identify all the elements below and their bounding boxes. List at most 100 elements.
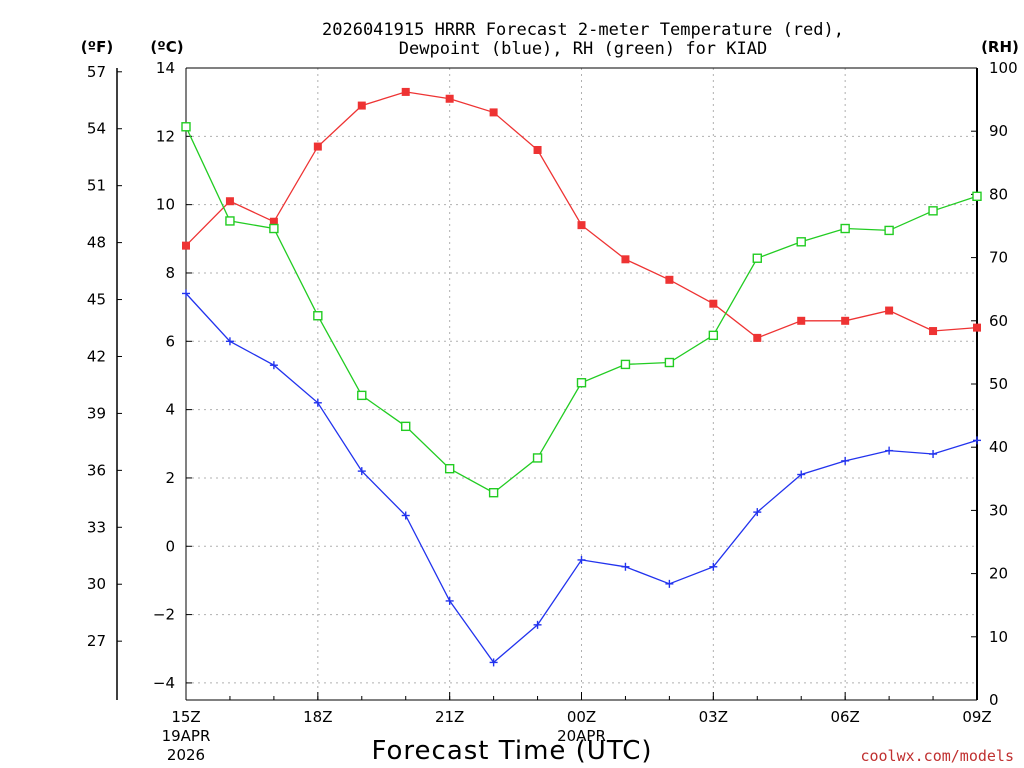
dewpoint-point	[533, 620, 542, 629]
rh-tick-label: 20	[989, 565, 1008, 583]
dewpoint-point	[797, 470, 806, 479]
rh-tick-label: 30	[989, 501, 1008, 519]
data-series	[181, 87, 982, 667]
rh-point	[269, 223, 279, 234]
rh-point	[532, 453, 543, 463]
dewpoint-point	[753, 508, 762, 517]
fahrenheit-tick-label: 48	[87, 234, 106, 252]
fahrenheit-tick-label: 42	[87, 347, 106, 365]
fahrenheit-tick-label: 54	[87, 120, 106, 138]
celsius-tick-label: −4	[153, 674, 175, 692]
x-tick-year: 2026	[167, 746, 205, 764]
dewpoint-point	[885, 446, 894, 455]
celsius-tick-label: 10	[156, 196, 175, 214]
fahrenheit-tick-label: 39	[87, 404, 106, 422]
credit-text: coolwx.com/models	[860, 747, 1014, 765]
rh-point	[225, 216, 235, 226]
rh-point	[928, 206, 938, 216]
rh-point	[840, 223, 850, 234]
fahrenheit-tick-label: 33	[87, 518, 106, 536]
rh-tick-label: 40	[989, 438, 1008, 456]
rh-point	[796, 237, 806, 247]
rh-point	[576, 378, 587, 388]
celsius-tick-label: 6	[165, 332, 175, 350]
x-tick-label: 03Z	[699, 708, 728, 726]
temperature-point	[182, 241, 190, 250]
dewpoint-point	[973, 436, 981, 445]
fahrenheit-unit-label: (ºF)	[81, 38, 113, 56]
x-tick-date: 19APR	[162, 727, 211, 745]
x-tick-label: 15Z	[171, 708, 200, 726]
temperature-point	[665, 275, 674, 284]
rh-tick-label: 80	[989, 185, 1008, 203]
temperature-point	[797, 316, 806, 325]
temperature-point	[577, 221, 586, 230]
rh-point	[664, 357, 675, 368]
dewpoint-point	[621, 562, 630, 571]
dewpoint-point	[841, 456, 850, 465]
x-tick-date: 20APR	[557, 727, 606, 745]
rh-point	[708, 330, 719, 341]
temperature-point	[357, 101, 366, 110]
rh-tick-label: 50	[989, 375, 1008, 393]
temperature-point	[225, 197, 234, 206]
chart-title-line2: Dewpoint (blue), RH (green) for KIAD	[399, 39, 767, 59]
rh-point	[357, 390, 367, 401]
rh-point	[488, 488, 499, 498]
celsius-tick-label: 0	[165, 537, 175, 555]
x-tick-label: 09Z	[962, 708, 991, 726]
dewpoint-point	[401, 511, 410, 520]
dewpoint-point	[269, 361, 278, 370]
temperature-point	[753, 333, 762, 342]
temperature-point	[929, 327, 938, 336]
series-rh	[181, 122, 982, 498]
celsius-tick-label: −2	[153, 606, 175, 624]
rh-point	[401, 421, 411, 432]
dewpoint-point	[182, 289, 190, 298]
celsius-tick-label: 8	[165, 264, 175, 282]
temperature-point	[313, 142, 322, 151]
dewpoint-point	[445, 596, 454, 605]
x-tick-label: 18Z	[303, 708, 332, 726]
temperature-point	[841, 316, 850, 325]
fahrenheit-tick-label: 57	[87, 63, 106, 81]
rh-point	[884, 225, 894, 236]
dewpoint-point	[709, 562, 718, 571]
rh-point	[972, 191, 982, 201]
temperature-point	[709, 299, 718, 308]
rh-tick-label: 90	[989, 122, 1008, 140]
dewpoint-point	[357, 467, 366, 476]
fahrenheit-tick-label: 30	[87, 575, 106, 593]
temperature-point	[973, 323, 981, 332]
dewpoint-point	[225, 337, 234, 346]
x-axis-label: Forecast Time (UTC)	[371, 736, 652, 766]
temperature-point	[885, 306, 894, 315]
celsius-tick-label: 4	[165, 401, 175, 419]
x-tick-label: 06Z	[830, 708, 859, 726]
series-dewpoint	[182, 289, 981, 667]
rh-point	[181, 122, 191, 132]
temperature-point	[401, 87, 410, 96]
rh-tick-label: 0	[989, 691, 999, 709]
celsius-tick-label: 12	[156, 127, 175, 145]
rh-tick-label: 100	[989, 59, 1018, 77]
rh-tick-label: 60	[989, 312, 1008, 330]
temperature-point	[269, 217, 278, 226]
dewpoint-point	[313, 398, 322, 407]
dewpoint-point	[929, 450, 938, 459]
temperature-point	[621, 255, 630, 264]
temperature-point	[445, 94, 454, 103]
x-tick-label: 21Z	[435, 708, 464, 726]
chart-title-line1: 2026041915 HRRR Forecast 2-meter Tempera…	[322, 20, 844, 40]
series-temperature	[182, 87, 981, 342]
rh-point	[444, 463, 455, 474]
celsius-unit-label: (ºC)	[150, 38, 183, 56]
fahrenheit-tick-label: 27	[87, 632, 106, 650]
dewpoint-point	[577, 555, 586, 564]
rh-tick-label: 70	[989, 249, 1008, 267]
rh-point	[620, 359, 631, 370]
x-tick-label: 00Z	[567, 708, 596, 726]
rh-point	[752, 253, 762, 263]
rh-unit-label: (RH)	[981, 38, 1019, 56]
